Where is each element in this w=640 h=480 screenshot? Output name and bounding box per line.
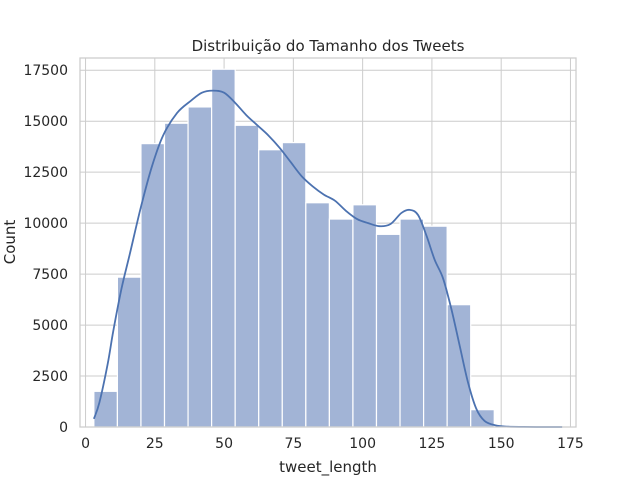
histogram-bar-7 (258, 149, 283, 428)
kde-line (93, 89, 563, 428)
histogram-bar-2 (140, 143, 166, 428)
histogram-bar-13 (399, 218, 425, 428)
y-tick-label-1: 2500 (32, 369, 68, 385)
y-tick-label-6: 15000 (23, 114, 68, 130)
y-axis-label: Count (1, 220, 19, 265)
histogram-bar-11 (352, 204, 378, 428)
histogram-bar-1 (116, 276, 142, 428)
histogram-bar-15 (446, 304, 472, 428)
x-tick-labels: 0 25 50 75 100 125 150 175 (81, 436, 584, 452)
histogram-bar-14 (422, 225, 448, 428)
y-tick-label-2: 5000 (32, 318, 68, 334)
histogram-bar-10 (328, 218, 354, 428)
y-tick-label-3: 7500 (32, 267, 68, 283)
y-tick-label-0: 0 (59, 420, 68, 436)
histogram-bars (93, 68, 495, 428)
histogram-bar-9 (305, 202, 330, 428)
histogram-bar-6 (234, 124, 260, 428)
y-tick-labels: 0 2500 5000 7500 10000 12500 15000 17500 (23, 63, 68, 436)
y-tick-label-7: 17500 (23, 63, 68, 79)
x-tick-label-7: 175 (557, 436, 584, 452)
histogram-bar-12 (375, 233, 401, 428)
histogram-bar-8 (281, 142, 307, 428)
kde-curve-group (93, 89, 563, 428)
x-tick-label-5: 125 (419, 436, 446, 452)
y-tick-label-4: 10000 (23, 216, 68, 232)
y-tick-label-5: 12500 (23, 165, 68, 181)
x-tick-label-0: 0 (81, 436, 90, 452)
x-tick-label-1: 25 (146, 436, 164, 452)
histogram-bar-4 (187, 106, 213, 428)
chart-title: Distribuição do Tamanho dos Tweets (192, 37, 465, 55)
x-tick-label-4: 100 (349, 436, 376, 452)
x-axis-label: tweet_length (279, 458, 377, 477)
histogram-bar-5 (211, 68, 236, 428)
x-tick-label-2: 50 (215, 436, 233, 452)
plot-frame (79, 57, 577, 428)
x-tick-label-3: 75 (284, 436, 302, 452)
x-tick-label-6: 150 (488, 436, 515, 452)
histogram-bar-3 (163, 122, 189, 428)
